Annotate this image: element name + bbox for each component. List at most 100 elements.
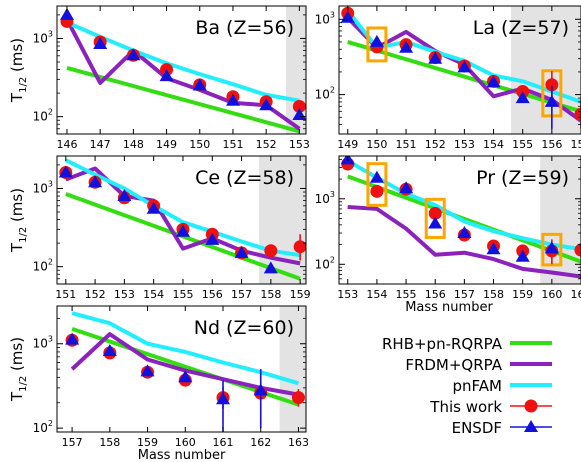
ensdf-point	[259, 98, 274, 111]
panel-4: 157 158 159 160 161 162 163 102 103 Nd (Z=60) T1/2…	[8, 305, 309, 462]
ensdf-point	[428, 51, 443, 64]
x-tick-label: 151	[222, 138, 243, 151]
ensdf-point	[216, 392, 230, 405]
highlight-box-150	[366, 26, 388, 63]
x-tick-label: 155	[172, 288, 193, 301]
ensdf-point	[515, 91, 530, 104]
axes-frame	[338, 5, 581, 135]
y-tick-label: 103	[33, 179, 53, 195]
y-tick-label: 103	[315, 190, 335, 206]
x-tick-label: 156	[202, 288, 223, 301]
panels-group: 146 147 148 149 150 151 152 153 102 103 Ba (Z=56) T…	[8, 5, 581, 462]
x-tick-label: 153	[114, 288, 135, 301]
legend-entry-rhb: RHB+pn-RQRPA	[382, 335, 552, 353]
this-work-point	[370, 184, 384, 198]
y-tick-label: 102	[315, 86, 335, 102]
legend-label: FRDM+QRPA	[405, 356, 502, 374]
x-tick-label: 157	[231, 288, 252, 301]
ensdf-point	[253, 383, 268, 396]
y-axis-label: T1/2 (ms)	[8, 188, 29, 253]
y-tick-exponent: 2	[48, 258, 53, 267]
ensdf-point	[93, 37, 108, 49]
x-tick-label: 157	[454, 288, 475, 301]
plot-area	[60, 6, 306, 134]
ensdf-point	[515, 249, 530, 262]
ensdf-point	[428, 216, 443, 229]
y-axis-label: T1/2 (ms)	[8, 38, 29, 103]
x-tick-label: 152	[256, 138, 277, 151]
ensdf-point	[192, 78, 207, 91]
x-tick-label: 154	[366, 288, 387, 301]
axes-frame	[338, 155, 581, 285]
panel-2: 151 152 153 154 155 156 157 158 159 102 103 Ce (Z=5…	[8, 155, 311, 301]
y-tick-exponent: 3	[48, 335, 53, 344]
panel-1: 149 150 151 152 153 154 155 156 157 102 103 La (Z=5…	[315, 5, 581, 151]
this-work-point	[291, 391, 305, 405]
x-tick-label: 161	[213, 436, 234, 449]
x-tick-label: 149	[337, 138, 358, 151]
ensdf-point	[369, 170, 384, 183]
panel-title: La (Z=57)	[473, 17, 569, 39]
y-tick-label: 102	[33, 258, 53, 274]
y-axis-label-unit: (ms)	[8, 38, 26, 77]
ensdf-point	[159, 69, 174, 82]
ensdf-point	[146, 201, 161, 214]
y-tick-exponent: 3	[330, 10, 335, 19]
y-tick-label: 103	[33, 335, 53, 351]
x-tick-label: 160	[175, 436, 196, 449]
ensdf-point	[102, 344, 117, 356]
panel-3: 153 154 155 156 157 158 159 160 161 102 103 Pr (Z=5…	[315, 155, 581, 315]
y-tick-label: 102	[33, 419, 53, 435]
shaded-region	[279, 306, 306, 432]
x-tick-label: 155	[512, 138, 533, 151]
x-tick-label: 150	[366, 138, 387, 151]
y-axis-label-unit: (ms)	[8, 337, 26, 376]
x-tick-label: 146	[56, 138, 77, 151]
x-tick-label: 159	[137, 436, 158, 449]
frdm-line	[347, 205, 581, 279]
this-work-point	[574, 243, 581, 257]
y-axis-label-subscript: 1/2	[18, 376, 29, 392]
x-tick-label: 158	[99, 436, 120, 449]
this-work-point	[428, 206, 442, 220]
ensdf-point	[88, 175, 103, 188]
x-tick-label: 149	[156, 138, 177, 151]
x-tick-label: 148	[123, 138, 144, 151]
x-tick-label: 150	[189, 138, 210, 151]
ensdf-point	[176, 224, 190, 237]
highlight-box-156	[424, 197, 446, 239]
pnfam-line	[64, 158, 301, 258]
ensdf-point	[117, 189, 132, 201]
plot-area	[58, 156, 306, 284]
x-tick-label: 158	[483, 288, 504, 301]
this-work-point	[293, 240, 306, 254]
legend-circle-swatch	[524, 399, 538, 413]
panel-title: Ba (Z=56)	[195, 17, 294, 39]
ensdf-point	[399, 181, 414, 194]
ensdf-point	[140, 364, 155, 377]
plot-area	[65, 306, 306, 432]
plot-area	[340, 156, 581, 284]
ensdf-point	[60, 7, 74, 20]
legend-label: ENSDF	[452, 419, 502, 437]
ensdf-point	[58, 165, 73, 178]
y-axis-label-subscript: 1/2	[18, 77, 29, 93]
x-axis-label: Mass number	[138, 448, 226, 462]
y-tick-label: 102	[315, 255, 335, 271]
legend-entry-this_work: This work	[429, 398, 552, 416]
ensdf-point	[544, 241, 559, 254]
x-axis-label: Mass number	[405, 300, 493, 315]
x-tick-label: 154	[483, 138, 504, 151]
x-tick-label: 157	[571, 138, 581, 151]
y-tick-exponent: 2	[48, 108, 53, 117]
legend: RHB+pn-RQRPA FRDM+QRPA pnFAM This work ENSDF	[382, 335, 552, 437]
x-tick-label: 159	[290, 288, 311, 301]
ensdf-point	[234, 245, 249, 258]
this-work-point	[292, 99, 306, 113]
x-tick-label: 158	[260, 288, 281, 301]
y-tick-exponent: 2	[48, 419, 53, 428]
axes-frame	[56, 155, 307, 285]
ensdf-point	[65, 332, 80, 345]
legend-entry-ensdf: ENSDF	[452, 419, 552, 437]
legend-label: RHB+pn-RQRPA	[382, 335, 503, 353]
